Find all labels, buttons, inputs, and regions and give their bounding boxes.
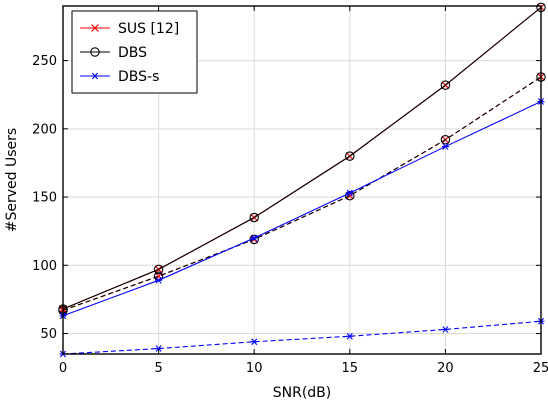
legend-item: SUS [12]: [80, 21, 179, 37]
marker-asterisk: [155, 345, 163, 352]
marker-asterisk: [346, 189, 354, 197]
legend-item: DBS-s: [80, 69, 159, 85]
series-line: [62, 6, 542, 310]
marker-circle: [440, 134, 451, 145]
axes-box: [62, 5, 542, 355]
legend-item: DBS: [80, 45, 147, 61]
y-tick-label: 150: [32, 191, 57, 206]
series-sus-12-dashed: [59, 73, 545, 315]
marker-x: [91, 24, 99, 32]
ticks: 0 5 10 15 20 25 50 100 150 200 250: [32, 6, 548, 376]
marker-asterisk: [91, 72, 99, 80]
plot-frame: [62, 5, 542, 355]
marker-asterisk: [346, 332, 354, 340]
x-axis-label: SNR(dB): [273, 385, 332, 401]
series-line: [62, 76, 542, 311]
series-dbs-dashed: [58, 72, 546, 316]
marker-circle: [440, 80, 451, 90]
marker-circle: [249, 212, 259, 223]
y-tick-label: 100: [32, 259, 57, 274]
marker-asterisk: [441, 143, 449, 150]
y-tick-label: 200: [32, 122, 57, 137]
marker-circle: [345, 151, 355, 161]
legend-items: SUS [12] DBS DBS-s: [80, 21, 179, 85]
marker-asterisk: [441, 326, 449, 333]
marker-circle: [90, 47, 100, 57]
x-tick-label: 0: [59, 361, 67, 376]
marker-circle: [153, 264, 164, 275]
y-axis-label: #Served Users: [4, 128, 20, 232]
marker-asterisk: [155, 276, 163, 284]
x-tick-label: 20: [437, 361, 454, 376]
y-tick-label: 50: [40, 327, 57, 342]
legend-label: SUS [12]: [118, 21, 179, 37]
marker-asterisk: [250, 338, 258, 346]
series-line: [62, 320, 542, 355]
series-line: [62, 101, 542, 317]
marker-asterisk: [250, 234, 258, 242]
legend-label: DBS-s: [118, 69, 159, 85]
series-dbs-s-solid: [59, 98, 545, 320]
legend: SUS [12] DBS DBS-s: [71, 10, 198, 94]
x-tick-label: 5: [154, 361, 162, 376]
x-tick-label: 15: [342, 361, 359, 376]
legend-label: DBS: [118, 45, 147, 61]
x-tick-label: 10: [246, 361, 263, 376]
marker-circle: [345, 190, 355, 201]
y-tick-label: 250: [32, 54, 57, 69]
marker-x: [154, 272, 163, 281]
series-dbs-s-dashed: [59, 317, 545, 358]
x-tick-label: 25: [533, 361, 548, 376]
series-line: [62, 76, 542, 311]
